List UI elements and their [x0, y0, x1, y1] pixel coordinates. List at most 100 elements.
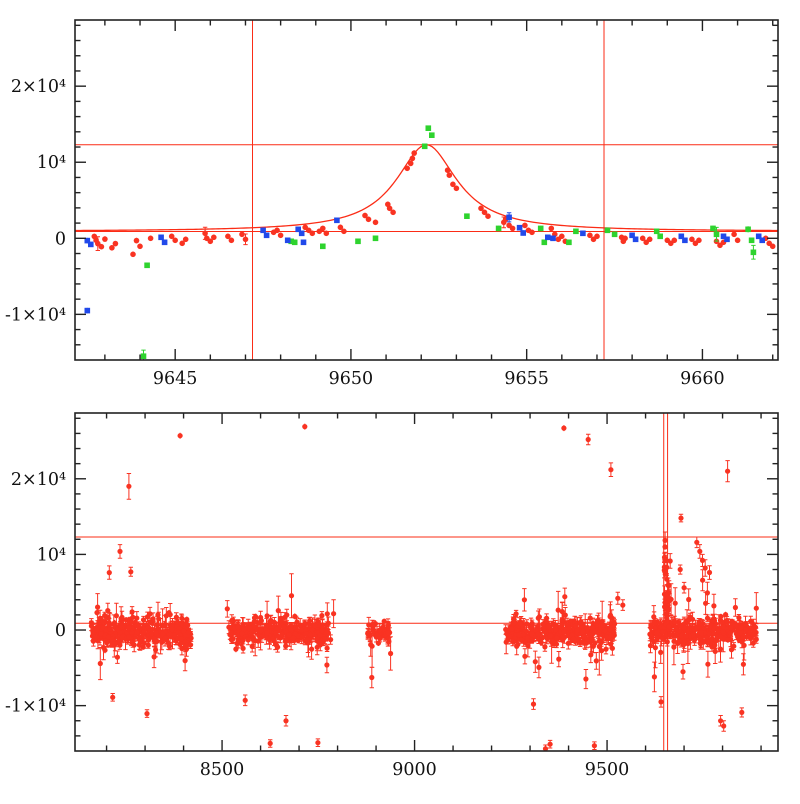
y-tick-label: -1×10⁴: [5, 305, 66, 325]
data-point: [654, 635, 660, 641]
data-point: [750, 632, 757, 638]
data-point: [529, 631, 535, 637]
data-point: [672, 619, 678, 625]
data-point: [154, 622, 160, 628]
data-point: [732, 604, 739, 611]
data-point: [522, 222, 528, 229]
data-point: [374, 632, 380, 639]
data-point: [562, 594, 568, 600]
data-point: [407, 160, 414, 167]
data-point: [478, 205, 484, 212]
data-point: [182, 643, 188, 649]
data-point: [545, 234, 551, 241]
data-point: [654, 630, 660, 637]
data-point: [724, 236, 730, 243]
data-point: [519, 637, 525, 643]
data-point: [559, 233, 565, 240]
data-point: [390, 209, 396, 216]
data-point: [284, 237, 291, 244]
data-point: [148, 631, 155, 637]
data-point: [587, 232, 593, 239]
data-point: [126, 483, 132, 489]
data-point: [545, 623, 552, 629]
data-point: [583, 676, 589, 682]
data-point: [411, 150, 418, 156]
data-point: [92, 635, 99, 641]
data-point: [102, 647, 108, 653]
data-point: [591, 743, 598, 749]
data-point: [712, 642, 718, 648]
data-point: [646, 236, 653, 243]
data-point: [323, 230, 330, 237]
data-point: [366, 622, 372, 628]
data-point: [117, 548, 123, 555]
data-point: [277, 232, 284, 239]
data-point: [270, 636, 276, 642]
data-point: [158, 234, 164, 241]
data-point: [134, 629, 140, 635]
data-point: [254, 627, 260, 633]
data-point: [299, 634, 305, 641]
data-point: [147, 611, 153, 617]
data-point: [371, 622, 377, 628]
tick-labels: 8500 9000 9500 -1×10⁴ 0 10⁴ 2×10⁴: [5, 470, 629, 780]
data-point: [251, 623, 257, 630]
data-point: [652, 645, 659, 651]
data-point: [648, 625, 654, 631]
data-point: [211, 234, 217, 241]
data-point: [235, 638, 241, 644]
data-point: [689, 236, 695, 243]
data-point: [707, 623, 713, 629]
data-point: [319, 627, 325, 634]
data-point: [516, 224, 523, 231]
data-point: [331, 611, 337, 617]
data-point: [693, 625, 700, 631]
data-point: [720, 233, 727, 240]
data-point: [365, 630, 371, 636]
data-point: [178, 636, 184, 642]
x-tick-label: 9000: [392, 760, 437, 780]
data-point: [372, 235, 379, 242]
data-point: [263, 232, 270, 239]
data-point: [251, 637, 257, 643]
data-point: [278, 618, 284, 624]
data-point: [119, 634, 125, 641]
data-point: [88, 623, 94, 629]
data-point: [697, 636, 703, 642]
data-point: [283, 643, 289, 649]
data-point: [365, 216, 372, 223]
data-point: [706, 569, 713, 576]
data-point: [537, 225, 544, 232]
data-point: [704, 590, 711, 596]
data-point: [585, 436, 591, 443]
data-point: [665, 582, 671, 589]
y-tick-label: 2×10⁴: [11, 77, 66, 97]
data-point: [126, 634, 132, 640]
data-point: [283, 718, 289, 724]
data-point: [271, 619, 277, 626]
x-tick-label: 9650: [329, 369, 374, 389]
data-point: [106, 570, 112, 576]
data-point: [263, 634, 269, 640]
data-point: [717, 634, 724, 640]
data-point: [207, 238, 214, 245]
data-point: [608, 467, 614, 473]
data-point: [239, 231, 245, 238]
data-point: [560, 617, 566, 623]
data-point: [173, 614, 179, 620]
data-point: [118, 616, 124, 622]
data-point: [159, 639, 165, 645]
data-point: [133, 237, 140, 244]
data-point: [566, 239, 572, 246]
data-point: [385, 622, 391, 628]
data-point: [425, 125, 432, 131]
data-point: [188, 642, 194, 648]
red-band-points: [91, 150, 776, 258]
data-point: [720, 404, 725, 409]
data-point: [727, 630, 733, 636]
data-point: [561, 634, 568, 641]
data-point: [279, 631, 285, 638]
data-point: [573, 228, 579, 235]
data-point: [713, 231, 720, 238]
